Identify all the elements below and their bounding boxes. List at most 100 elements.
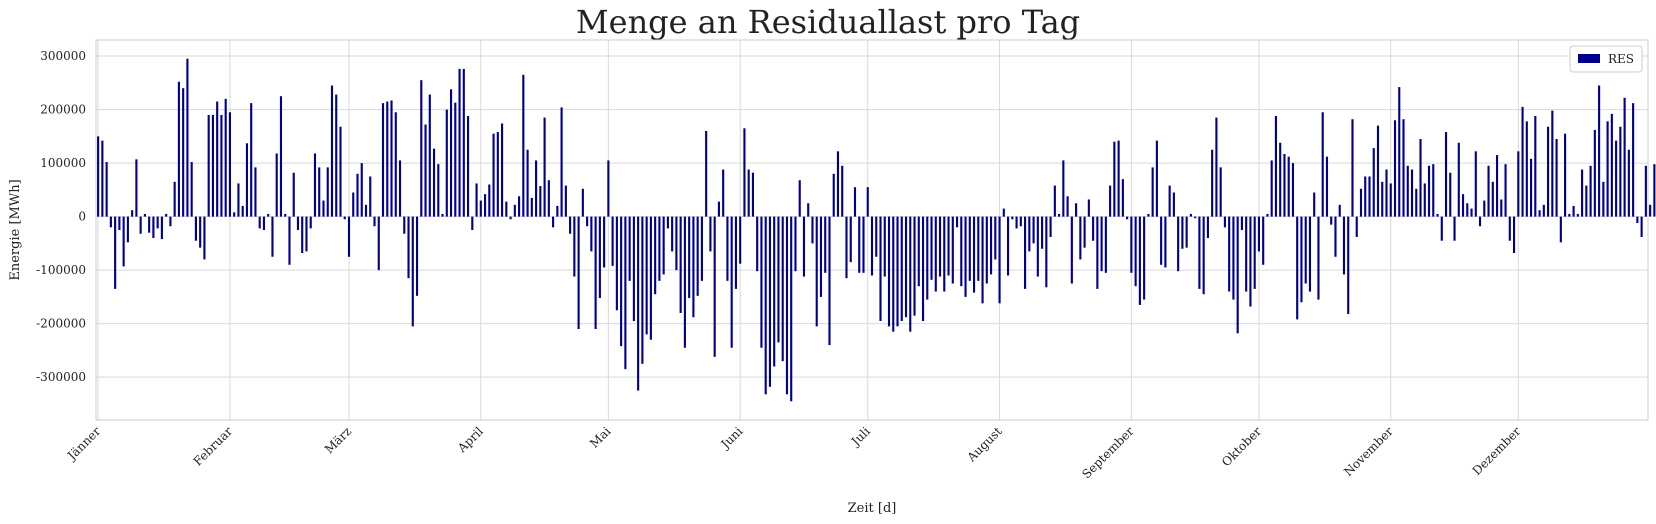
bar [1138,216,1141,305]
legend-box [1569,45,1643,73]
bar [143,213,146,217]
bar [1168,185,1171,217]
bar [573,216,576,277]
bar [1342,216,1346,275]
bar [1538,210,1541,217]
bar [496,132,499,217]
bar [356,173,359,217]
bar [1432,164,1435,217]
bar [896,216,899,327]
bar [1130,216,1133,273]
bar [883,216,886,277]
bar [764,216,767,395]
bar [1079,216,1082,260]
bar [169,216,172,227]
bar [798,180,801,217]
bar [887,216,891,327]
bar [458,68,461,217]
x-tick-label: Juni [717,424,745,452]
bar [271,216,274,257]
bar [1640,216,1643,237]
bar [1308,216,1312,292]
x-tick-label: Dezember [1470,424,1524,478]
bar [211,114,214,217]
bar [1032,216,1035,244]
bar [1181,216,1184,249]
bar [1385,169,1388,217]
bar [420,80,423,217]
bar [628,216,631,281]
bar [581,188,584,217]
bar [832,173,835,217]
bar [926,216,929,300]
bar [1487,165,1490,217]
y-tick-label: 300000 [40,49,86,63]
bar [730,216,733,348]
bar [1321,112,1324,217]
bar [1334,216,1337,257]
bar [1542,204,1545,217]
bar [186,58,189,217]
bar [977,216,980,281]
bar [386,101,389,217]
bar [1649,204,1652,217]
bar [654,216,657,295]
bar [279,96,283,217]
bar [981,216,984,304]
bar [900,216,903,321]
bar [135,159,138,217]
x-tick-label: Oktober [1219,424,1264,469]
bar [313,153,317,217]
bar [518,196,521,217]
bar [1172,192,1175,217]
bar [1100,216,1103,272]
bar [870,216,874,276]
bar [637,216,640,391]
bar [1313,192,1316,217]
bar [296,216,300,230]
bar [237,183,240,217]
bar [484,194,487,217]
bar [224,98,227,217]
bar [292,172,295,217]
bar [679,216,682,313]
bar [1151,167,1154,217]
legend: RES [1569,45,1643,73]
bar [1270,160,1273,217]
bar [1610,113,1613,217]
bar [824,216,827,273]
bar [415,216,419,296]
bar [1547,126,1550,217]
bar [1636,216,1639,224]
bar [513,204,516,217]
bar [1053,185,1056,217]
bar [577,216,580,330]
bar [1389,183,1392,217]
bar [734,216,737,289]
bar [428,94,431,217]
bar [768,216,772,387]
bar [777,216,780,343]
bar [1262,216,1265,265]
bar [1419,139,1422,217]
bar [381,103,385,217]
bar [1581,169,1584,217]
bar [394,112,397,217]
bar [360,163,363,217]
bar [1530,158,1533,217]
bar [951,216,954,284]
y-tick-label: 200000 [40,103,86,117]
bar [1589,165,1592,217]
bar [1568,213,1571,217]
bar [1245,216,1248,292]
bar [819,216,823,297]
bar [560,107,563,217]
bar [1598,85,1601,217]
bar [441,213,444,217]
bar [109,216,112,228]
bar [683,216,686,348]
bar [1155,140,1158,217]
bar-series-res [97,58,1656,402]
bar [262,216,266,230]
bar [1147,213,1150,217]
